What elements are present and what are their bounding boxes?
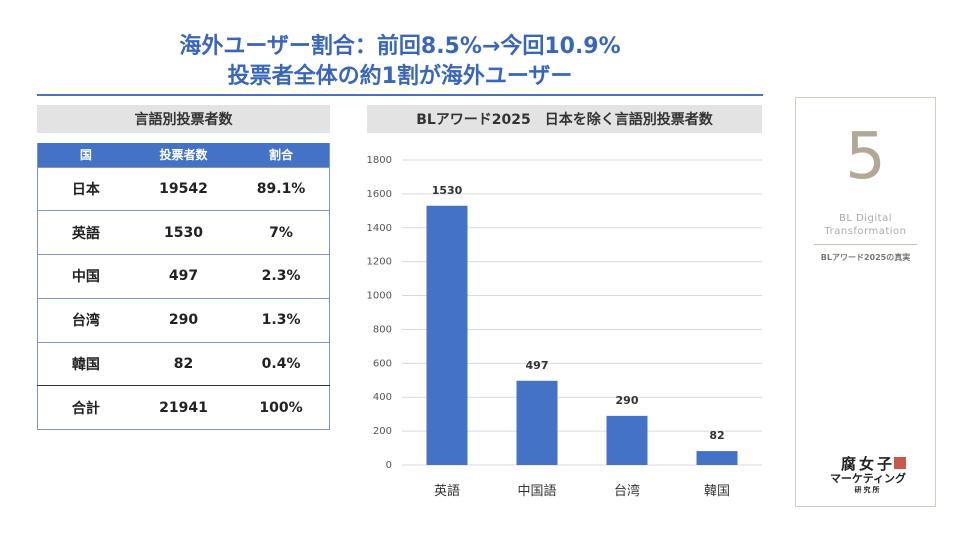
logo-accent-square <box>894 457 906 469</box>
chart-section-header: BLアワード2025 日本を除く言語別投票者数 <box>367 105 762 133</box>
lab-logo: 腐女子 マーケティング 研究所 <box>830 455 906 494</box>
cell-total-label: 合計 <box>37 385 134 430</box>
cell-voters: 1530 <box>133 210 234 255</box>
cell-country: 台湾 <box>37 297 134 343</box>
table-row: 日本 19542 89.1% <box>37 166 330 211</box>
data-label: 1530 <box>432 184 463 197</box>
table-row: 英語 1530 7% <box>37 210 330 255</box>
bar <box>606 415 648 465</box>
y-tick-label: 200 <box>373 426 392 437</box>
side-card: 5 BL Digital Transformation BLアワード2025の真… <box>795 97 936 507</box>
title-divider <box>37 94 763 96</box>
x-tick-label: 韓国 <box>704 484 730 499</box>
table-row: 台湾 290 1.3% <box>37 297 330 343</box>
table-total-row: 合計 21941 100% <box>37 385 330 430</box>
brand-text: BL Digital Transformation <box>796 212 935 238</box>
cell-ratio: 0.4% <box>233 341 330 386</box>
card-divider <box>814 244 917 245</box>
cell-voters: 290 <box>133 297 234 343</box>
y-tick-label: 600 <box>373 358 392 369</box>
y-tick-label: 1600 <box>367 189 392 200</box>
cell-voters: 19542 <box>133 166 234 211</box>
brand-line-2: Transformation <box>824 226 907 237</box>
table-header-row: 国 投票者数 割合 <box>37 143 330 167</box>
column-header-country: 国 <box>37 143 134 167</box>
data-label: 82 <box>709 429 724 442</box>
x-tick-label: 英語 <box>434 483 460 499</box>
headline-line-1: 海外ユーザー割合：前回8.5%→今回10.9% <box>179 34 621 59</box>
logo-line-3: 研究所 <box>855 485 882 494</box>
cell-country: 英語 <box>37 210 134 255</box>
cell-ratio: 89.1% <box>233 166 330 211</box>
cell-ratio: 7% <box>233 210 330 255</box>
cell-total-ratio: 100% <box>233 385 330 430</box>
card-tag: BLアワード2025の真実 <box>820 253 911 262</box>
table-row: 中国 497 2.3% <box>37 254 330 299</box>
bar <box>696 451 738 465</box>
cell-ratio: 2.3% <box>233 254 330 299</box>
logo-line-2: マーケティング <box>830 471 906 485</box>
cell-voters: 497 <box>133 254 234 299</box>
cell-ratio: 1.3% <box>233 297 330 343</box>
x-tick-label: 台湾 <box>614 483 640 499</box>
data-label: 290 <box>616 394 639 407</box>
bar-chart: 0 200 400 600 800 1000 1200 1400 1600 1800 1530 英語 4… <box>367 155 762 499</box>
chapter-number: 5 <box>845 120 886 194</box>
brand-line-1: BL Digital <box>838 213 893 224</box>
y-tick-label: 0 <box>386 460 392 471</box>
bar <box>516 380 558 465</box>
cell-total-voters: 21941 <box>133 385 234 430</box>
cell-voters: 82 <box>133 341 234 386</box>
table-section-header: 言語別投票者数 <box>37 105 330 133</box>
y-tick-label: 1000 <box>367 291 392 302</box>
data-label: 497 <box>526 359 549 372</box>
y-tick-label: 400 <box>373 392 392 403</box>
headline-line-2: 投票者全体の約1割が海外ユーザー <box>227 64 573 89</box>
y-tick-label: 1400 <box>367 223 392 234</box>
logo-line-1: 腐女子 <box>841 455 895 473</box>
bar <box>426 205 468 465</box>
table-row: 韓国 82 0.4% <box>37 341 330 386</box>
y-tick-label: 1800 <box>367 155 392 166</box>
cell-country: 韓国 <box>37 341 134 386</box>
column-header-voters: 投票者数 <box>133 143 234 167</box>
y-tick-label: 800 <box>373 324 392 335</box>
cell-country: 日本 <box>37 166 134 211</box>
y-tick-label: 1200 <box>367 257 392 268</box>
language-voters-table: 国 投票者数 割合 日本 19542 89.1% 英語 1530 7% 中国 4… <box>37 143 330 431</box>
cell-country: 中国 <box>37 254 134 299</box>
x-tick-label: 中国語 <box>517 483 556 499</box>
column-header-ratio: 割合 <box>233 143 330 167</box>
headline: 海外ユーザー割合：前回8.5%→今回10.9% 投票者全体の約1割が海外ユーザー <box>40 32 760 92</box>
